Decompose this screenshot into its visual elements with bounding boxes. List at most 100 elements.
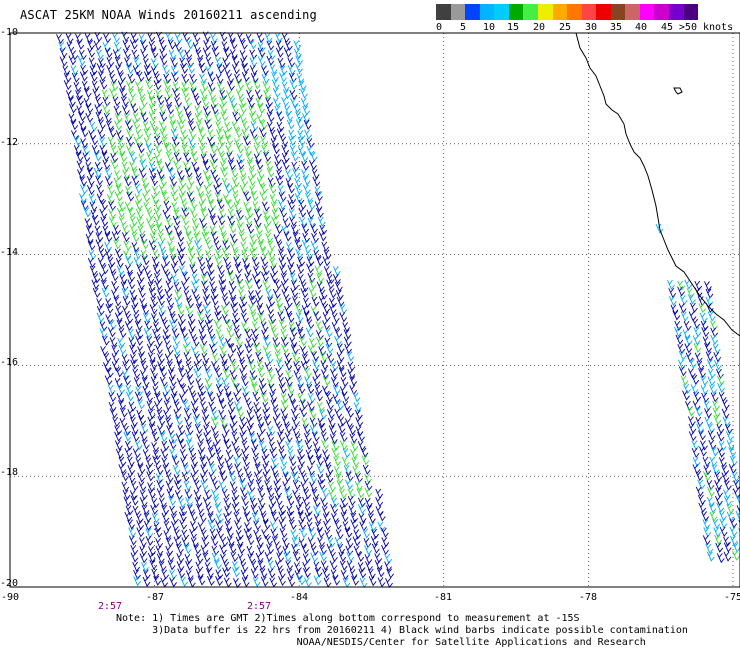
wind-barb [154, 393, 163, 404]
wind-barb [335, 473, 344, 484]
wind-barb [145, 535, 154, 546]
wind-barb [355, 472, 363, 484]
wind-barb [238, 303, 247, 314]
wind-barb [698, 303, 707, 314]
wind-barb [321, 385, 330, 396]
wind-barb [267, 296, 276, 307]
wind-barb [711, 464, 720, 475]
wind-barb [255, 479, 264, 490]
wind-barb [213, 184, 222, 195]
wind-barb [182, 464, 191, 475]
wind-barb [189, 145, 198, 157]
wind-barb [257, 56, 266, 67]
wind-barb [278, 191, 287, 203]
wind-barb [272, 408, 281, 419]
wind-barb [275, 297, 284, 309]
wind-barb [234, 448, 243, 459]
wind-barb [260, 392, 269, 403]
wind-barb [114, 56, 123, 67]
wind-barb [334, 335, 342, 346]
wind-barb [283, 551, 292, 563]
wind-barb [145, 457, 154, 468]
wind-barb [712, 518, 721, 529]
wind-barb [128, 337, 137, 348]
wind-barb [342, 322, 351, 333]
lon-label: -84 [289, 592, 309, 603]
wind-barb [168, 114, 177, 125]
wind-barb [225, 392, 234, 403]
wind-barb [695, 486, 704, 497]
wind-barb [131, 175, 140, 186]
wind-barb [73, 82, 82, 93]
wind-barb [308, 527, 317, 538]
wind-barb [133, 377, 142, 388]
wind-barb [207, 271, 215, 282]
wind-barb [216, 64, 225, 75]
wind-barb [76, 95, 84, 106]
wind-barb [161, 440, 170, 452]
wind-barb [155, 336, 163, 347]
wind-barb [146, 343, 155, 354]
wind-barb [255, 297, 264, 308]
wind-barb [165, 417, 174, 428]
wind-barb [145, 392, 154, 403]
wind-barb [261, 144, 270, 155]
wind-barb [207, 208, 216, 219]
wind-barb [87, 184, 95, 196]
wind-barb [254, 89, 263, 100]
wind-barb [250, 504, 259, 515]
wind-barb [195, 121, 204, 132]
wind-barb [192, 408, 200, 419]
wind-barb [171, 513, 179, 524]
wind-barb [171, 144, 180, 155]
wind-barb [320, 352, 328, 363]
wind-barb [95, 96, 103, 108]
wind-barb [139, 545, 148, 557]
wind-barb [201, 97, 210, 108]
wind-barb [256, 416, 265, 428]
wind-barb [200, 208, 209, 219]
wind-barb [122, 169, 131, 180]
wind-barb [131, 168, 140, 179]
wind-barb [304, 129, 312, 140]
wind-barb [209, 225, 218, 236]
wind-barb [318, 231, 327, 242]
wind-barb [159, 497, 167, 508]
wind-barb [162, 392, 171, 403]
wind-barb [251, 328, 259, 339]
wind-barb [236, 223, 245, 234]
wind-barb [98, 71, 106, 82]
wind-barb [210, 536, 219, 547]
wind-barb [185, 39, 194, 50]
wind-barb [215, 249, 223, 260]
wind-barb [276, 303, 285, 314]
wind-barb [272, 144, 280, 155]
wind-barb [312, 497, 321, 508]
wind-barb [169, 121, 178, 132]
wind-barb [323, 249, 332, 260]
wind-barb [246, 223, 255, 234]
wind-barb [150, 296, 159, 307]
wind-barb [98, 248, 107, 259]
wind-barb [234, 401, 243, 412]
wind-barb [134, 183, 143, 194]
wind-barb [256, 432, 265, 443]
wind-barb [203, 425, 212, 436]
wind-barb [204, 489, 212, 500]
wind-barb [254, 224, 263, 236]
wind-barb [718, 510, 727, 522]
wind-barb [163, 73, 172, 84]
note-line: 3)Data buffer is 22 hrs from 20160211 4)… [116, 625, 688, 636]
wind-barb [330, 503, 338, 515]
wind-barb [295, 440, 304, 451]
wind-barb [265, 535, 273, 546]
wind-barb [263, 215, 272, 226]
wind-barb [315, 455, 324, 466]
wind-barb [140, 360, 149, 371]
wind-barb [332, 266, 341, 277]
wind-barb [177, 256, 186, 267]
wind-barb [99, 208, 108, 219]
legend-label: 10 [482, 22, 496, 33]
wind-barb [154, 527, 163, 538]
wind-barb [229, 233, 238, 244]
